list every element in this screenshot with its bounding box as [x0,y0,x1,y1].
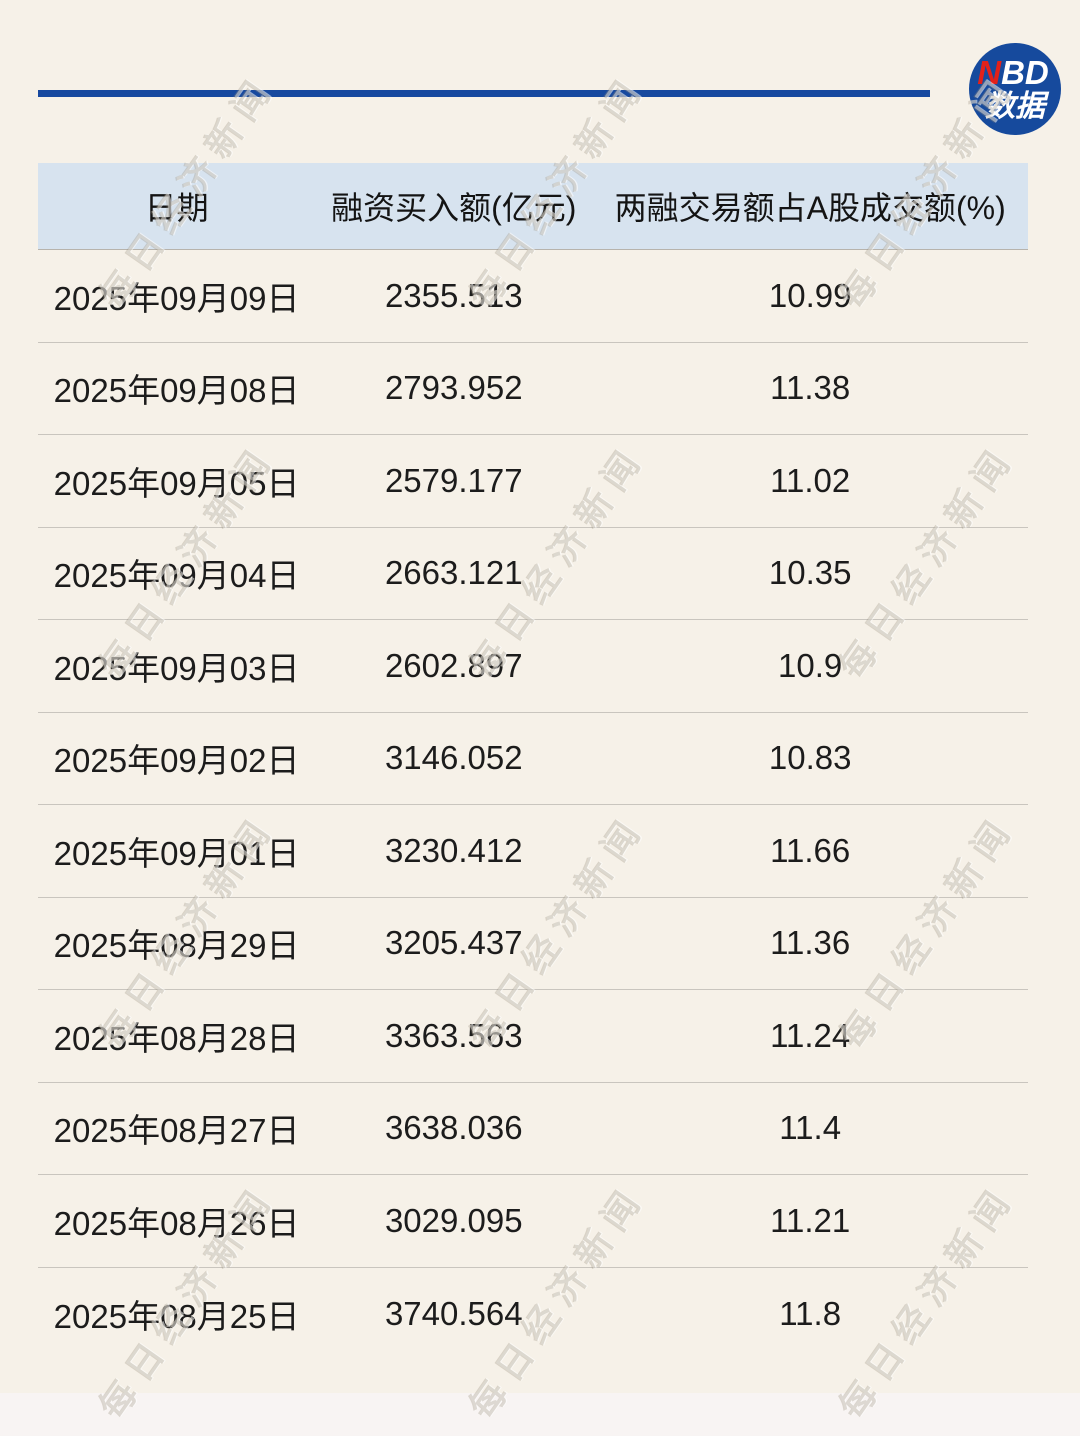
cell-date: 2025年09月04日 [53,557,300,595]
cell-margin-pct: 11.02 [770,461,851,499]
table-row: 2025年09月02日 3146.052 10.83 [38,713,1028,805]
cell-financing-amount: 3363.563 [384,1016,523,1054]
table-row: 2025年09月08日 2793.952 11.38 [38,343,1028,435]
table-row: 2025年09月04日 2663.121 10.35 [38,528,1028,620]
nbd-logo-subtitle: 数据 [985,89,1045,123]
nbd-logo-text: NBD [977,56,1049,90]
column-header-margin-pct: 两融交易额占A股成交额(%) [614,190,1006,226]
cell-margin-pct: 11.4 [779,1109,842,1147]
table-row: 2025年09月03日 2602.897 10.9 [38,620,1028,713]
cell-financing-amount: 3638.036 [384,1109,523,1147]
footer-strip [0,1393,1080,1436]
column-header-date: 日期 [144,190,209,226]
cell-margin-pct: 11.24 [770,1016,851,1054]
cell-margin-pct: 10.83 [768,739,852,777]
nbd-logo: NBD 数据 [969,43,1061,135]
table-row: 2025年08月25日 3740.564 11.8 [38,1268,1028,1361]
table-body: 2025年09月09日 2355.513 10.99 2025年09月08日 2… [38,250,1028,1360]
cell-financing-amount: 2579.177 [384,461,523,499]
cell-financing-amount: 3205.437 [384,924,523,962]
cell-date: 2025年09月09日 [53,279,300,317]
cell-date: 2025年08月27日 [53,1112,300,1150]
cell-margin-pct: 10.9 [778,646,843,684]
cell-financing-amount: 3230.412 [384,831,523,869]
nbd-logo-bd: BD [1001,53,1049,91]
cell-date: 2025年09月02日 [53,742,300,780]
table-row: 2025年08月29日 3205.437 11.36 [38,898,1028,990]
table-row: 2025年09月09日 2355.513 10.99 [38,250,1028,343]
cell-margin-pct: 11.38 [770,369,851,407]
cell-date: 2025年09月01日 [53,834,300,872]
cell-margin-pct: 11.36 [770,924,851,962]
table-row: 2025年08月26日 3029.095 11.21 [38,1175,1028,1268]
header-rule [38,90,930,97]
table-row: 2025年08月27日 3638.036 11.4 [38,1083,1028,1175]
column-header-financing-amount: 融资买入额(亿元) [331,190,577,226]
nbd-logo-n: N [977,53,1002,91]
table-row: 2025年09月01日 3230.412 11.66 [38,805,1028,898]
margin-trading-table: 日期 融资买入额(亿元) 两融交易额占A股成交额(%) 2025年09月09日 … [38,163,1028,1360]
cell-date: 2025年09月03日 [53,649,300,687]
cell-date: 2025年09月08日 [53,372,300,410]
cell-margin-pct: 11.21 [770,1201,851,1239]
cell-financing-amount: 3146.052 [384,739,523,777]
cell-financing-amount: 3029.095 [384,1201,523,1239]
cell-financing-amount: 3740.564 [384,1294,523,1332]
cell-margin-pct: 11.8 [779,1294,842,1332]
cell-date: 2025年09月05日 [53,464,300,502]
cell-date: 2025年08月29日 [53,927,300,965]
cell-financing-amount: 2602.897 [384,646,523,684]
cell-margin-pct: 11.66 [770,831,851,869]
cell-date: 2025年08月26日 [53,1204,300,1242]
cell-financing-amount: 2793.952 [384,369,523,407]
table-row: 2025年08月28日 3363.563 11.24 [38,990,1028,1083]
table-row: 2025年09月05日 2579.177 11.02 [38,435,1028,528]
cell-margin-pct: 10.99 [768,276,852,314]
cell-margin-pct: 10.35 [768,554,852,592]
cell-financing-amount: 2663.121 [384,554,523,592]
cell-date: 2025年08月28日 [53,1019,300,1057]
table-header-row: 日期 融资买入额(亿元) 两融交易额占A股成交额(%) [38,163,1028,250]
cell-financing-amount: 2355.513 [384,276,523,314]
cell-date: 2025年08月25日 [53,1297,300,1335]
